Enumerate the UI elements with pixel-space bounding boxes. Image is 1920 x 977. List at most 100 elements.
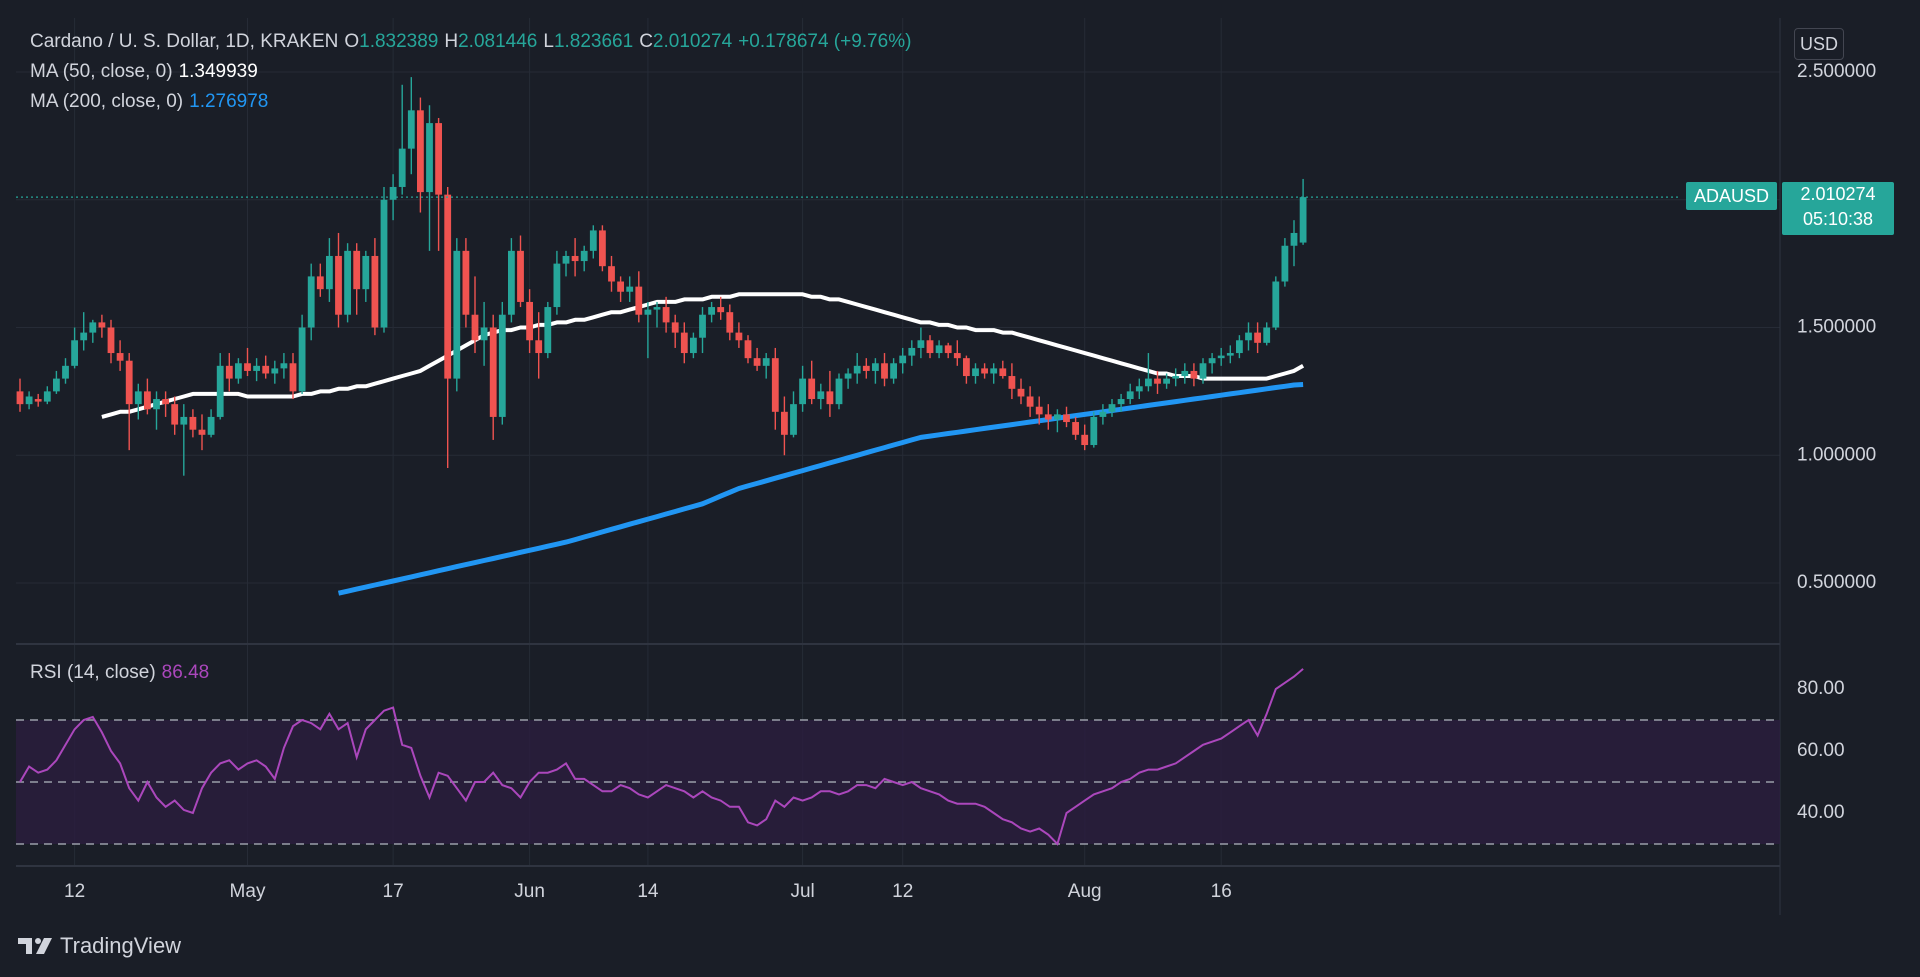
candle-body	[844, 373, 852, 379]
candle-body	[690, 337, 697, 354]
rsi-line	[19, 668, 1304, 846]
candle-body	[599, 230, 606, 267]
candle-body	[680, 332, 688, 354]
candle-body	[344, 250, 351, 315]
candle-body	[89, 322, 97, 333]
time-tick-label: 16	[1211, 881, 1232, 902]
candle-body	[890, 363, 897, 379]
rsi-value: 86.48	[161, 662, 210, 683]
change-value: +0.178674 (+9.76%)	[738, 31, 912, 52]
candle-body	[1126, 391, 1134, 400]
candle-body	[553, 263, 561, 308]
axes: 2.500000 1.500000 1.000000 0.500000 80.00 60.…	[64, 61, 1876, 902]
candle-body	[216, 365, 224, 417]
candle-body	[435, 123, 442, 195]
candle-body	[790, 404, 797, 435]
rsi-series	[19, 668, 1304, 846]
candle-body	[389, 186, 397, 200]
time-tick-label: Jul	[790, 881, 814, 902]
candle-body	[1044, 414, 1052, 420]
candle-body	[1108, 404, 1116, 412]
rsi-tick-label: 60.00	[1797, 740, 1845, 761]
ma200-value: 1.276978	[189, 91, 269, 112]
candle-body	[1263, 327, 1271, 343]
candle-body	[1226, 353, 1234, 356]
candle-body	[1063, 414, 1070, 423]
candle-body	[771, 358, 779, 412]
candle-body	[480, 327, 488, 341]
candle-body	[71, 340, 78, 366]
price-tick-label: 1.000000	[1797, 444, 1876, 465]
candle-body	[1117, 399, 1125, 405]
ma200-label: MA (200, close, 0)	[30, 91, 184, 112]
candle-body	[999, 368, 1007, 377]
candle-body	[781, 411, 788, 435]
candle-body	[1199, 363, 1207, 379]
candle-body	[762, 358, 770, 366]
tradingview-logo-icon	[18, 938, 52, 954]
candle-body	[1145, 378, 1152, 387]
low-value: 1.823661	[553, 31, 634, 52]
ma50-legend[interactable]: MA (50, close, 0) 1.349939	[30, 60, 264, 84]
candle-body	[462, 250, 470, 315]
time-tick-label: 17	[383, 881, 404, 902]
candle-body	[808, 378, 816, 400]
candle-body	[580, 250, 588, 262]
candle-body	[353, 250, 361, 290]
candle-body	[544, 307, 552, 354]
time-tick-label: Aug	[1068, 881, 1102, 902]
candle-body	[398, 148, 406, 187]
candle-body	[1135, 386, 1143, 392]
candle-body	[80, 332, 88, 341]
candle-body	[53, 378, 60, 392]
candle-body	[1299, 197, 1307, 243]
candle-body	[535, 340, 543, 354]
candle-body	[162, 399, 169, 405]
candle-body	[207, 416, 215, 435]
candle-body	[98, 322, 106, 328]
candle-body	[380, 199, 388, 328]
candle-body	[717, 307, 725, 313]
rsi-band	[16, 719, 1780, 845]
candle-body	[1281, 245, 1289, 282]
ma200-line	[337, 382, 1304, 596]
candle-body	[1290, 232, 1298, 246]
candle-body	[662, 307, 670, 323]
time-tick-label: 14	[637, 881, 659, 902]
candle-body	[1217, 355, 1225, 359]
candle-body	[853, 365, 861, 374]
candle-body	[16, 391, 24, 405]
candle-body	[826, 391, 834, 405]
tradingview-logo[interactable]: TradingView	[18, 933, 181, 959]
symbol-description[interactable]: Cardano / U. S. Dollar, 1D, KRAKEN	[30, 31, 339, 52]
symbol-price-tag: ADAUSD	[1686, 182, 1778, 210]
candle-body	[371, 255, 379, 328]
candle-body	[444, 194, 452, 379]
candle-body	[1008, 376, 1016, 389]
price-tick-label: 2.500000	[1797, 61, 1876, 82]
candle-body	[1172, 376, 1180, 379]
candle-body	[1190, 370, 1198, 379]
candle-body	[699, 314, 706, 338]
candle-body	[180, 416, 188, 425]
time-tick-label: 12	[892, 881, 913, 902]
candle-body	[253, 365, 260, 371]
candle-body	[917, 340, 925, 348]
currency-button[interactable]: USD	[1794, 28, 1844, 60]
candle-body	[298, 327, 306, 392]
candle-body	[517, 250, 524, 302]
rsi-legend[interactable]: RSI (14, close) 86.48	[30, 661, 215, 685]
candle-body	[799, 378, 806, 405]
candle-body	[1090, 416, 1098, 446]
close-value: 2.010274	[652, 31, 733, 52]
candle-body	[1272, 281, 1280, 328]
candle-body	[34, 399, 42, 402]
rsi-tick-label: 40.00	[1797, 802, 1845, 823]
candle-body	[1054, 414, 1061, 420]
ma200-legend[interactable]: MA (200, close, 0) 1.276978	[30, 90, 274, 114]
candle-body	[280, 363, 288, 369]
close-label: C	[639, 31, 653, 52]
candle-body	[744, 340, 752, 359]
candle-body	[1017, 388, 1025, 397]
